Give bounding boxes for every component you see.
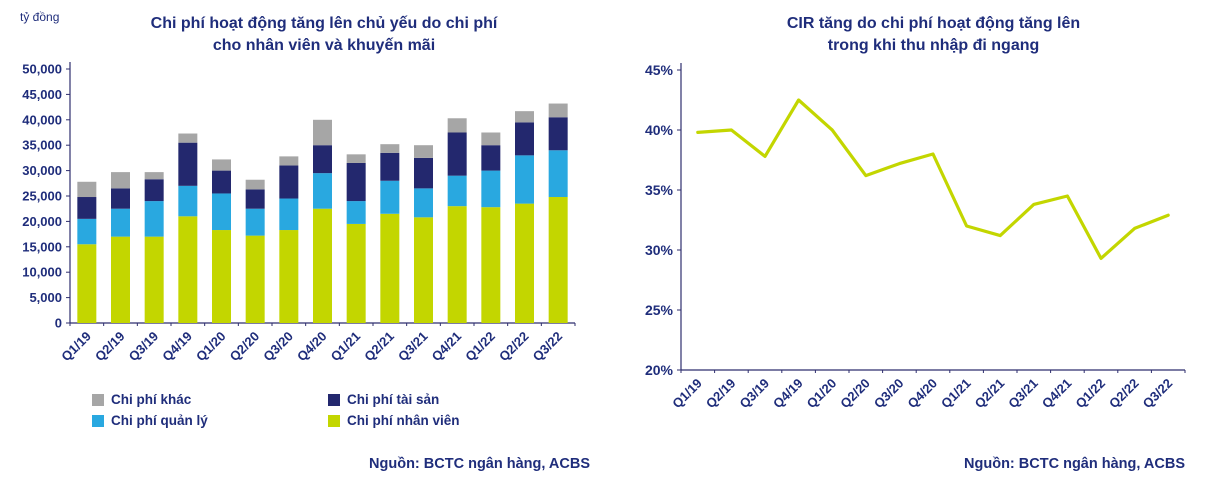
svg-text:25,000: 25,000: [22, 189, 62, 204]
chart-legend: Chi phí khác Chi phí tài sản Chi phí quản …: [92, 392, 562, 428]
stacked-bar-plot: 0 5,000 10,000 15,000 20,000 25,000 30,000 35,0…: [22, 62, 576, 365]
legend-item: Chi phí quản lý: [92, 413, 328, 428]
svg-text:30,000: 30,000: [22, 163, 62, 178]
svg-text:Q4/21: Q4/21: [1039, 376, 1075, 412]
opex-chart-panel: tỷ đồng Chi phí hoạt động tăng lên chủ y…: [0, 0, 600, 497]
svg-text:10,000: 10,000: [22, 265, 62, 280]
cir-chart-title-line1: CIR tăng do chi phí hoạt động tăng lên: [786, 15, 1081, 32]
svg-text:20%: 20%: [645, 362, 674, 378]
opex-chart-title: Chi phí hoạt động tăng lên chủ yếu do ch…: [62, 13, 586, 56]
svg-text:Q1/19: Q1/19: [58, 329, 94, 365]
legend-label: Chi phí quản lý: [111, 413, 208, 428]
svg-text:40%: 40%: [645, 122, 674, 138]
legend-swatch: [328, 414, 340, 427]
svg-text:40,000: 40,000: [22, 112, 62, 127]
svg-text:Q1/20: Q1/20: [804, 376, 840, 412]
legend-item: Chi phí khác: [92, 392, 328, 407]
svg-text:Q4/21: Q4/21: [429, 329, 465, 365]
svg-text:35,000: 35,000: [22, 138, 62, 153]
svg-text:Q2/22: Q2/22: [496, 329, 532, 365]
legend-label: Chi phí tài sản: [347, 392, 440, 407]
cir-chart-panel: CIR tăng do chi phí hoạt động tăng lên t…: [600, 0, 1209, 497]
svg-text:Q3/20: Q3/20: [871, 376, 907, 412]
svg-text:Q4/20: Q4/20: [294, 329, 330, 365]
svg-text:0: 0: [55, 316, 62, 331]
svg-text:Q3/19: Q3/19: [126, 329, 162, 365]
legend-item: Chi phí tài sản: [328, 392, 562, 407]
legend-item: Chi phí nhân viên: [328, 413, 562, 428]
svg-text:Q3/20: Q3/20: [260, 329, 296, 365]
svg-text:30%: 30%: [645, 242, 674, 258]
svg-text:Q1/20: Q1/20: [193, 329, 229, 365]
cir-chart-title: CIR tăng do chi phí hoạt động tăng lên t…: [670, 13, 1197, 56]
svg-text:Q1/22: Q1/22: [1072, 376, 1108, 412]
svg-text:Q2/20: Q2/20: [227, 329, 263, 365]
svg-text:Q4/19: Q4/19: [770, 376, 806, 412]
svg-text:Q4/19: Q4/19: [159, 329, 195, 365]
cir-chart-title-line2: trong khi thu nhập đi ngang: [827, 36, 1040, 54]
svg-text:Q2/19: Q2/19: [92, 329, 128, 365]
source-note: Nguồn: BCTC ngân hàng, ACBS: [369, 456, 590, 472]
svg-text:Q1/19: Q1/19: [669, 376, 705, 412]
svg-text:Q3/22: Q3/22: [1140, 376, 1176, 412]
svg-text:45%: 45%: [645, 62, 674, 78]
legend-label: Chi phí nhân viên: [347, 413, 460, 428]
svg-text:Q3/21: Q3/21: [1005, 376, 1041, 412]
svg-text:Q3/19: Q3/19: [736, 376, 772, 412]
svg-text:50,000: 50,000: [22, 62, 62, 77]
cir-line-plot: 20%25%30%35%40%45%Q1/19Q2/19Q3/19Q4/19Q1…: [645, 62, 1186, 412]
svg-text:Q1/21: Q1/21: [938, 376, 974, 412]
legend-swatch: [92, 414, 104, 427]
svg-text:Q2/20: Q2/20: [837, 376, 873, 412]
opex-chart-title-line2: cho nhân viên và khuyến mãi: [212, 36, 436, 54]
svg-text:Q2/21: Q2/21: [972, 376, 1008, 412]
legend-swatch: [92, 393, 104, 406]
legend-label: Chi phí khác: [111, 392, 192, 407]
y-axis-unit-label: tỷ đồng: [20, 10, 60, 24]
svg-text:Q4/20: Q4/20: [904, 376, 940, 412]
source-note: Nguồn: BCTC ngân hàng, ACBS: [964, 456, 1185, 472]
svg-text:35%: 35%: [645, 182, 674, 198]
svg-text:Q2/22: Q2/22: [1106, 376, 1142, 412]
legend-swatch: [328, 393, 340, 406]
svg-text:Q2/21: Q2/21: [361, 329, 397, 365]
svg-text:20,000: 20,000: [22, 214, 62, 229]
svg-text:25%: 25%: [645, 302, 674, 318]
svg-text:Q1/22: Q1/22: [462, 329, 498, 365]
opex-chart-title-line1: Chi phí hoạt động tăng lên chủ yếu do ch…: [150, 15, 498, 32]
svg-text:Q3/22: Q3/22: [530, 329, 566, 365]
svg-text:15,000: 15,000: [22, 239, 62, 254]
svg-text:45,000: 45,000: [22, 87, 62, 102]
svg-text:5,000: 5,000: [29, 290, 62, 305]
svg-text:Q1/21: Q1/21: [328, 329, 364, 365]
svg-text:Q2/19: Q2/19: [703, 376, 739, 412]
svg-text:Q3/21: Q3/21: [395, 329, 431, 365]
